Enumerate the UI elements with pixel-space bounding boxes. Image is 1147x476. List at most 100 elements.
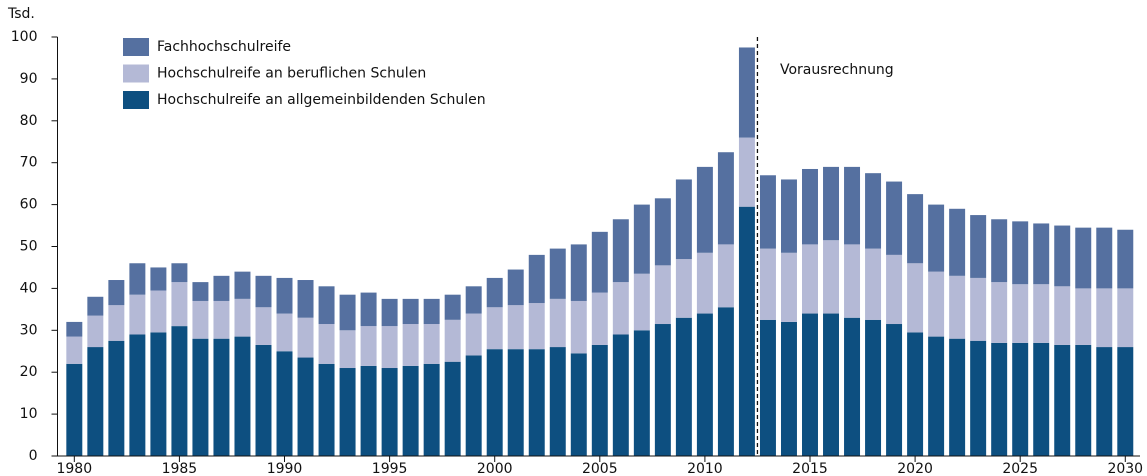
bar-segment: [907, 194, 924, 264]
bar-segment: [1054, 286, 1071, 345]
legend-swatch: [123, 38, 149, 56]
bar-segment: [1033, 223, 1050, 285]
bar-segment: [423, 363, 440, 456]
bar-segment: [654, 265, 671, 325]
bar-segment: [213, 338, 230, 456]
bar-segment: [318, 286, 335, 325]
bar-segment: [865, 248, 882, 320]
bar-segment: [717, 244, 734, 308]
bar-segment: [276, 351, 293, 456]
bar-segment: [486, 277, 503, 308]
bar-segment: [1054, 344, 1071, 456]
bar-segment: [423, 298, 440, 325]
x-tick-label: 1980: [56, 461, 92, 476]
bar-segment: [1012, 342, 1029, 456]
bar-segment: [129, 334, 146, 456]
bar-segment: [1012, 221, 1029, 285]
bar-segment: [528, 254, 545, 304]
bar-segment: [171, 326, 188, 456]
bar-segment: [402, 324, 419, 366]
bar-segment: [444, 319, 461, 362]
bar-segment: [886, 181, 903, 255]
bar-segment: [1012, 284, 1029, 343]
bar-segment: [171, 282, 188, 327]
x-tick-label: 2000: [477, 461, 513, 476]
bar-segment: [108, 280, 125, 306]
bar-segment: [696, 313, 713, 456]
bar-segment: [949, 208, 966, 276]
bar-segment: [108, 305, 125, 341]
bar-segment: [1096, 227, 1113, 289]
bar-segment: [886, 254, 903, 325]
bar-segment: [381, 298, 398, 327]
bar-segment: [1117, 229, 1134, 289]
bar-segment: [780, 179, 797, 253]
bar-segment: [928, 336, 945, 456]
bar-segment: [717, 307, 734, 456]
y-tick-label: 40: [20, 280, 38, 296]
bar-segment: [318, 363, 335, 456]
x-tick-label: 2010: [687, 461, 723, 476]
bar-segment: [844, 244, 861, 318]
bar-segment: [465, 355, 482, 456]
bar-segment: [381, 368, 398, 456]
bar-segment: [654, 198, 671, 266]
y-tick-label: 70: [20, 155, 38, 171]
bar-segment: [171, 263, 188, 283]
bar-segment: [612, 334, 629, 456]
bar-segment: [970, 340, 987, 456]
x-tick-label: 1995: [372, 461, 408, 476]
legend-label: Hochschulreife an beruflichen Schulen: [157, 66, 426, 82]
bar-segment: [276, 277, 293, 314]
bar-segment: [759, 248, 776, 320]
bar-segment: [150, 267, 167, 291]
annotation: Vorausrechnung: [780, 62, 894, 78]
bar-segment: [360, 292, 377, 327]
bar-segment: [738, 206, 755, 456]
bar-segment: [1033, 342, 1050, 456]
bar-segment: [507, 349, 524, 456]
bar-segment: [970, 215, 987, 278]
bar-segment: [1075, 227, 1092, 289]
bar-segment: [549, 347, 566, 456]
bar-segment: [802, 313, 818, 456]
bar-segment: [402, 365, 419, 456]
bar-segment: [738, 47, 755, 138]
x-tick-label: 1985: [162, 461, 198, 476]
bar-segment: [444, 294, 461, 320]
bar-segment: [339, 368, 356, 456]
bar-segment: [213, 275, 230, 301]
bar-segment: [1075, 288, 1092, 345]
legend-label: Fachhochschulreife: [157, 39, 291, 55]
bar-segment: [234, 298, 251, 337]
bar-segment: [823, 240, 840, 314]
bar-segment: [1075, 344, 1092, 456]
bar-segment: [570, 353, 587, 456]
bar-segment: [486, 349, 503, 456]
bar-segment: [1096, 347, 1113, 456]
x-tick-label: 2015: [792, 461, 828, 476]
bar-segment: [928, 271, 945, 337]
y-tick-label: 60: [20, 197, 38, 213]
y-tick-label: 0: [29, 448, 38, 464]
bar-segment: [675, 259, 692, 318]
y-tick-label: 30: [20, 322, 38, 338]
bar-segment: [802, 244, 818, 314]
bar-segment: [865, 173, 882, 249]
bar-segment: [108, 340, 125, 456]
x-tick-label: 2020: [897, 461, 933, 476]
bar-segment: [87, 347, 104, 456]
bar-segment: [507, 305, 524, 350]
bar-segment: [465, 286, 482, 314]
bar-segment: [865, 319, 882, 456]
bar-segment: [339, 330, 356, 369]
x-tick-label: 2025: [1002, 461, 1038, 476]
legend-label: Hochschulreife an allgemeinbildenden Sch…: [157, 92, 486, 108]
bar-segment: [360, 365, 377, 456]
bar-segment: [255, 344, 272, 456]
legend-swatch: [123, 64, 149, 83]
bar-segment: [234, 271, 251, 299]
bar-segment: [192, 338, 209, 456]
bar-segment: [780, 321, 797, 456]
